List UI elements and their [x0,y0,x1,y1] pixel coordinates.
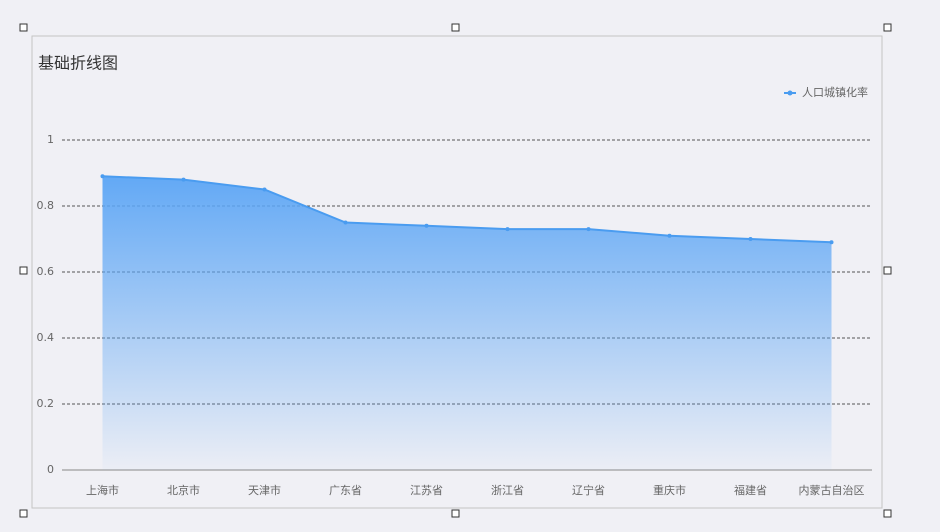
point [829,240,834,245]
selection-handles [19,23,892,518]
y-tick-label: 0.4 [37,331,55,344]
handle[interactable] [19,23,28,32]
x-tick-label: 辽宁省 [572,483,605,497]
y-tick-label: 0 [47,463,54,476]
point [667,233,672,238]
handle[interactable] [883,266,892,275]
point [505,227,510,232]
y-tick-label: 0.6 [37,265,55,278]
legend-swatch-dot [787,90,793,96]
point [181,177,186,182]
point [262,187,267,192]
y-tick-label: 0.8 [37,199,55,212]
x-tick-label: 广东省 [329,484,362,497]
handle[interactable] [19,509,28,518]
legend-label: 人口城镇化率 [802,85,868,99]
y-tick-label: 0.2 [37,397,55,410]
line [102,175,832,244]
point [100,174,105,179]
x-tick-label: 江苏省 [410,484,443,497]
plot: 0 0.2 0.4 0.6 0.8 1 上海市 北京市 天津市 广东省 江苏省 浙江省 辽宁省 重庆市 福建… [37,85,872,497]
area [102,176,832,471]
handle[interactable] [19,266,28,275]
x-tick-label: 上海市 [86,483,119,497]
x-tick-label: 天津市 [248,483,281,497]
handle[interactable] [883,509,892,518]
handle[interactable] [451,509,460,518]
x-tick-label: 内蒙古自治区 [799,483,865,497]
point [748,237,753,241]
x-tick-label: 浙江省 [491,484,524,497]
handle[interactable] [883,23,892,32]
chart-title: 基础折线图 [38,54,118,73]
point [343,220,348,225]
y-tick-label: 1 [47,133,54,146]
handle[interactable] [451,23,460,32]
x-tick-label: 福建省 [734,483,767,497]
point [586,227,591,232]
x-tick-label: 重庆市 [653,483,686,497]
point [424,223,429,228]
x-tick-label: 北京市 [167,483,200,497]
